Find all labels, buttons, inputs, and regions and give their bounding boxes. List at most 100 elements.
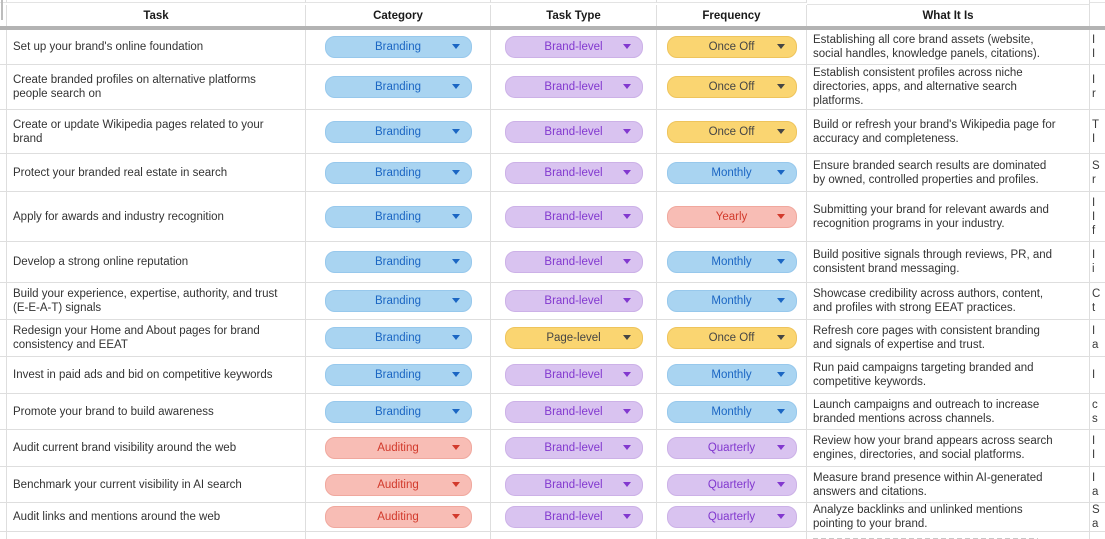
task-cell[interactable]: Create or update Wikipedia pages related… [7,110,306,154]
table-row: Audit current brand visibility around th… [0,430,1105,467]
task-type-dropdown[interactable]: Brand-level [504,120,643,143]
frequency-dropdown[interactable]: Quarterly [666,437,797,459]
what-it-is-cell[interactable]: Refresh core pages with consistent brand… [807,320,1090,357]
clipped-cell [7,0,306,3]
what-it-is-cell[interactable]: Showcase credibility across authors, con… [807,283,1090,320]
header-frequency[interactable]: Frequency [657,5,807,26]
task-type-dropdown[interactable]: Brand-level [504,437,643,459]
header-task-type[interactable]: Task Type [491,5,657,26]
header-category[interactable]: Category [306,5,491,26]
frequency-dropdown[interactable]: Once Off [666,327,797,349]
category-dropdown[interactable]: Branding [324,364,472,386]
task-cell[interactable]: Apply for awards and industry recognitio… [7,192,306,242]
category-dropdown[interactable]: Auditing [324,506,472,528]
task-type-dropdown[interactable]: Brand-level [504,76,643,98]
task-type-dropdown[interactable]: Brand-level [504,161,643,184]
chip-label: Brand-level [544,256,603,268]
clipped-next-column-cell[interactable]: I I [1090,430,1105,467]
gutter-cell [0,430,7,467]
chip-label: Once Off [708,332,755,344]
clipped-next-column-cell[interactable]: I a [1090,467,1105,503]
what-it-is-cell[interactable]: Launch campaigns and outreach to increas… [807,394,1090,430]
frequency-cell: Once Off [657,320,807,357]
frequency-dropdown[interactable]: Quarterly [666,506,797,528]
category-dropdown[interactable]: Branding [324,251,472,273]
task-type-dropdown[interactable]: Brand-level [504,290,643,312]
category-dropdown[interactable]: Branding [324,161,472,184]
clipped-cell [306,532,491,539]
scroll-position-tick [1,0,3,20]
what-it-is-cell[interactable]: Establishing all core brand assets (webs… [807,30,1090,65]
chip-label: Auditing [377,442,419,454]
task-cell[interactable]: Invest in paid ads and bid on competitiv… [7,357,306,394]
task-type-dropdown[interactable]: Brand-level [504,400,643,423]
chevron-down-icon [776,169,785,175]
clipped-next-column-cell[interactable]: S r [1090,154,1105,192]
what-it-is-cell[interactable]: Review how your brand appears across sea… [807,430,1090,467]
task-cell[interactable]: Promote your brand to build awareness [7,394,306,430]
what-it-is-cell[interactable]: Build or refresh your brand's Wikipedia … [807,110,1090,154]
header-task[interactable]: Task [7,5,306,26]
category-dropdown[interactable]: Auditing [324,473,472,496]
clipped-next-column-cell[interactable]: I r [1090,65,1105,110]
clipped-next-column-cell[interactable]: T I [1090,110,1105,154]
clipped-next-column-cell[interactable]: I [1090,357,1105,394]
category-dropdown[interactable]: Branding [324,36,472,58]
category-dropdown[interactable]: Branding [324,205,472,228]
task-cell[interactable]: Audit current brand visibility around th… [7,430,306,467]
task-cell[interactable]: Create branded profiles on alternative p… [7,65,306,110]
task-cell[interactable]: Protect your branded real estate in sear… [7,154,306,192]
task-type-dropdown[interactable]: Brand-level [504,251,643,273]
gutter-cell [0,192,7,242]
what-it-is-cell[interactable]: Ensure branded search results are domina… [807,154,1090,192]
task-type-dropdown[interactable]: Brand-level [504,36,643,58]
frequency-dropdown[interactable]: Monthly [666,400,797,423]
task-cell[interactable]: Build your experience, expertise, author… [7,283,306,320]
clipped-next-column-cell[interactable]: I a [1090,320,1105,357]
task-cell[interactable]: Redesign your Home and About pages for b… [7,320,306,357]
clipped-next-column-cell[interactable]: I I f [1090,192,1105,242]
task-cell[interactable]: Audit links and mentions around the web [7,503,306,532]
clipped-next-column-cell[interactable]: I I [1090,30,1105,65]
frequency-dropdown[interactable]: Monthly [666,161,797,184]
task-type-dropdown[interactable]: Brand-level [504,506,643,528]
what-it-is-cell[interactable]: Establish consistent profiles across nic… [807,65,1090,110]
clipped-next-column-cell[interactable]: c s [1090,394,1105,430]
frequency-dropdown[interactable]: Once Off [666,120,797,143]
frequency-dropdown[interactable]: Monthly [666,290,797,312]
frequency-dropdown[interactable]: Quarterly [666,473,797,496]
frequency-dropdown[interactable]: Once Off [666,76,797,98]
frequency-dropdown[interactable]: Once Off [666,36,797,58]
what-it-is-cell[interactable]: Analyze backlinks and unlinked mentions … [807,503,1090,532]
task-type-dropdown[interactable]: Brand-level [504,364,643,386]
category-dropdown[interactable]: Branding [324,290,472,312]
task-cell[interactable]: Set up your brand's online foundation [7,30,306,65]
category-dropdown[interactable]: Auditing [324,437,472,459]
task-type-dropdown[interactable]: Brand-level [504,473,643,496]
what-it-is-cell[interactable]: Build positive signals through reviews, … [807,242,1090,283]
task-cell[interactable]: Develop a strong online reputation [7,242,306,283]
header-label: Frequency [702,9,761,22]
chip-label: Monthly [711,166,752,179]
task-cell[interactable]: Benchmark your current visibility in AI … [7,467,306,503]
frequency-dropdown[interactable]: Monthly [666,364,797,386]
clipped-next-column-cell[interactable]: C t [1090,283,1105,320]
task-type-dropdown[interactable]: Page-level [504,327,643,349]
frequency-dropdown[interactable]: Monthly [666,251,797,273]
header-clipped [1090,5,1105,26]
category-dropdown[interactable]: Branding [324,327,472,349]
frequency-dropdown[interactable]: Yearly [666,205,797,228]
description-text: Ensure branded search results are domina… [813,159,1047,186]
task-type-dropdown[interactable]: Brand-level [504,205,643,228]
category-dropdown[interactable]: Branding [324,76,472,98]
what-it-is-cell[interactable]: Submitting your brand for relevant award… [807,192,1090,242]
category-dropdown[interactable]: Branding [324,120,472,143]
what-it-is-cell[interactable]: Measure brand presence within AI-generat… [807,467,1090,503]
clipped-next-column-cell[interactable]: S a [1090,503,1105,532]
header-what-it-is[interactable]: What It Is [807,5,1090,26]
category-dropdown[interactable]: Branding [324,400,472,423]
clipped-next-column-cell[interactable]: I i [1090,242,1105,283]
what-it-is-cell[interactable]: Run paid campaigns targeting branded and… [807,357,1090,394]
chip-label: Once Off [708,41,755,53]
chevron-down-icon [622,259,631,264]
